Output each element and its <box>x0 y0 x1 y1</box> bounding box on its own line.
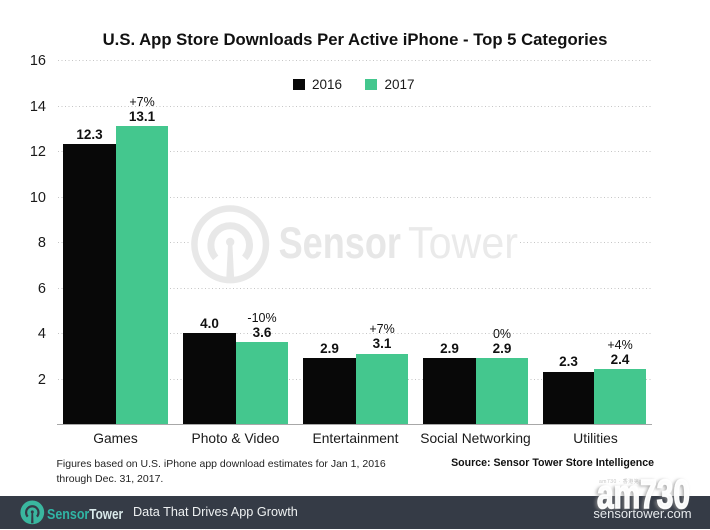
svg-text:Tower: Tower <box>89 507 123 523</box>
svg-text:Sensor: Sensor <box>279 219 401 268</box>
svg-text:am730: am730 <box>597 471 690 515</box>
svg-text:Tower: Tower <box>408 219 518 268</box>
svg-text:Sensor: Sensor <box>47 507 90 523</box>
